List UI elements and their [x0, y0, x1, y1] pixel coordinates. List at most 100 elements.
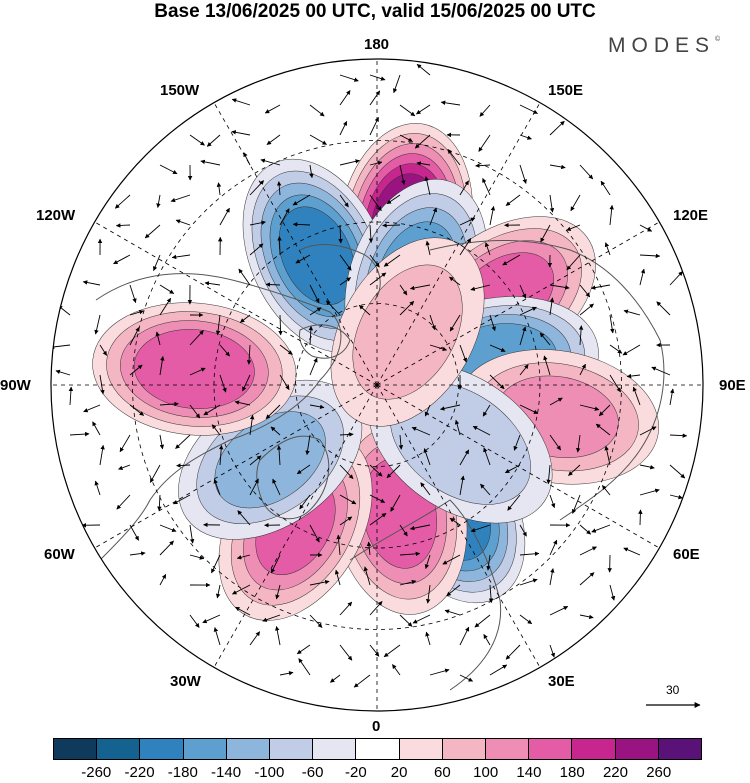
- wind-vector: [369, 513, 387, 526]
- wind-vector: [409, 284, 431, 291]
- wind-vector: [270, 554, 281, 574]
- colorbar-swatch: [270, 739, 314, 759]
- wind-vector: [459, 180, 469, 196]
- wind-vector: [295, 254, 311, 264]
- wind-vector: [579, 363, 586, 376]
- wind-vector: [484, 242, 491, 256]
- wind-vector: [262, 614, 281, 622]
- wind-vector: [249, 631, 261, 646]
- wind-vector: [219, 207, 230, 226]
- wind-vector: [639, 253, 661, 259]
- wind-vector: [409, 524, 431, 531]
- wind-vector: [399, 614, 413, 627]
- meridian-line: [213, 384, 378, 668]
- wind-vector: [601, 485, 611, 496]
- coastline-north-america: [95, 273, 342, 561]
- wind-vector: [369, 601, 383, 616]
- wind-vector: [336, 534, 341, 556]
- wind-vector: [149, 464, 161, 483]
- wind-vector: [159, 434, 165, 450]
- wind-vector: [249, 220, 266, 226]
- wind-vector: [440, 100, 461, 106]
- wind-vector: [549, 164, 566, 170]
- wind-vector: [270, 426, 281, 436]
- wind-vector: [604, 445, 611, 466]
- wind-vector: [566, 254, 581, 271]
- wind-vector: [549, 397, 563, 406]
- wind-vector: [129, 326, 140, 346]
- wind-vector: [213, 627, 221, 646]
- wind-vector: [237, 510, 251, 526]
- wind-vector: [159, 540, 174, 556]
- wind-vector: [483, 634, 491, 646]
- wind-vector: [470, 524, 491, 533]
- wind-vector: [175, 434, 191, 449]
- wind-vector: [170, 194, 191, 203]
- colorbar-tick-label: -140: [211, 764, 242, 781]
- wind-vector: [272, 478, 281, 496]
- wind-vector: [309, 104, 325, 117]
- wind-vector: [118, 464, 131, 470]
- wind-vector: [449, 517, 461, 526]
- wind-vector: [129, 551, 146, 556]
- reference-vector: 30: [640, 683, 710, 713]
- wind-vector: [474, 614, 491, 628]
- wind-vector: [570, 194, 581, 212]
- wind-vector: [369, 254, 380, 268]
- wind-vector: [639, 464, 655, 470]
- wind-vector: [609, 314, 615, 334]
- wind-vector: [249, 414, 255, 436]
- wind-vector: [246, 344, 252, 365]
- wind-vector: [429, 668, 450, 676]
- wind-vector: [339, 90, 351, 106]
- wind-vector: [203, 404, 221, 416]
- wind-vector: [519, 134, 532, 140]
- wind-vector: [416, 104, 431, 115]
- wind-vector: [505, 644, 521, 660]
- wind-vector: [425, 584, 431, 604]
- wind-vector: [275, 584, 281, 600]
- wind-vector: [189, 330, 204, 346]
- wind-vector: [159, 573, 167, 586]
- wind-vector: [442, 554, 461, 565]
- wind-vector: [279, 671, 294, 676]
- wind-vector: [579, 524, 592, 535]
- wind-vector: [204, 281, 221, 286]
- wind-vector: [275, 625, 281, 646]
- wind-vector: [156, 194, 161, 208]
- wind-vector: [231, 98, 251, 106]
- landmass-outlines: [95, 240, 665, 691]
- colorbar-swatch: [54, 739, 98, 759]
- wind-vector: [231, 130, 251, 136]
- wind-vector: [386, 194, 401, 205]
- wind-vector: [339, 159, 360, 166]
- wind-vector: [488, 584, 494, 604]
- wind-vector: [398, 434, 404, 450]
- wind-vector: [420, 482, 431, 496]
- wind-vector: [459, 449, 470, 466]
- wind-vector: [425, 631, 431, 646]
- wind-vector: [242, 374, 251, 392]
- wind-vector: [279, 344, 293, 355]
- wind-vector: [189, 554, 205, 560]
- wind-vector: [475, 163, 491, 168]
- colorbar-tick-labels: -260 -220 -180 -140 -100 -60 -20 20 60 100 140 180 2…: [0, 764, 750, 782]
- wind-vector: [399, 579, 417, 586]
- wind-vector: [366, 541, 372, 556]
- wind-vector: [339, 644, 353, 661]
- wind-vector: [235, 606, 251, 616]
- wind-vector: [639, 426, 657, 436]
- map-boundary: [50, 58, 704, 712]
- wind-vector: [129, 309, 144, 316]
- wind-vector: [305, 434, 311, 456]
- wind-vector: [383, 254, 401, 267]
- wind-vector: [632, 386, 641, 406]
- wind-vector: [595, 423, 611, 436]
- wind-vector: [623, 309, 641, 316]
- wind-vector: [519, 524, 527, 537]
- wind-vector: [539, 332, 551, 346]
- wind-vector: [189, 367, 206, 376]
- wind-vector: [549, 494, 556, 509]
- wind-vector: [444, 609, 461, 616]
- wind-vector: [189, 404, 201, 419]
